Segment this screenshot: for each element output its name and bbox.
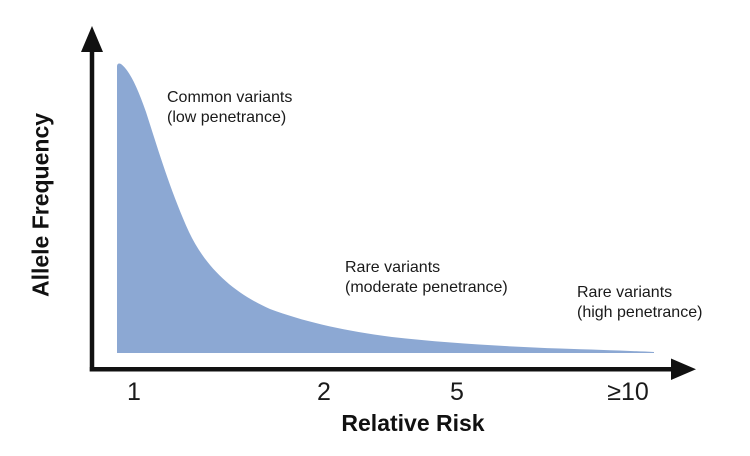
allele-frequency-area (117, 63, 654, 354)
x-tick-label-1: 1 (127, 378, 141, 406)
x-axis-arrowhead-icon (671, 358, 696, 380)
x-tick-label-5: 5 (450, 378, 464, 406)
y-axis-title: Allele Frequency (27, 112, 54, 298)
annotation-rare-variants-high: Rare variants (high penetrance) (577, 284, 703, 321)
x-tick-label-2: 2 (317, 378, 331, 406)
annotation-common-variants: Common variants (low penetrance) (167, 89, 293, 126)
x-tick-label-gte10: ≥10 (607, 378, 649, 406)
x-axis-title: Relative Risk (341, 410, 485, 436)
y-axis-arrowhead-icon (81, 26, 103, 52)
annotation-rare-variants-moderate: Rare variants (moderate penetrance) (345, 259, 508, 296)
